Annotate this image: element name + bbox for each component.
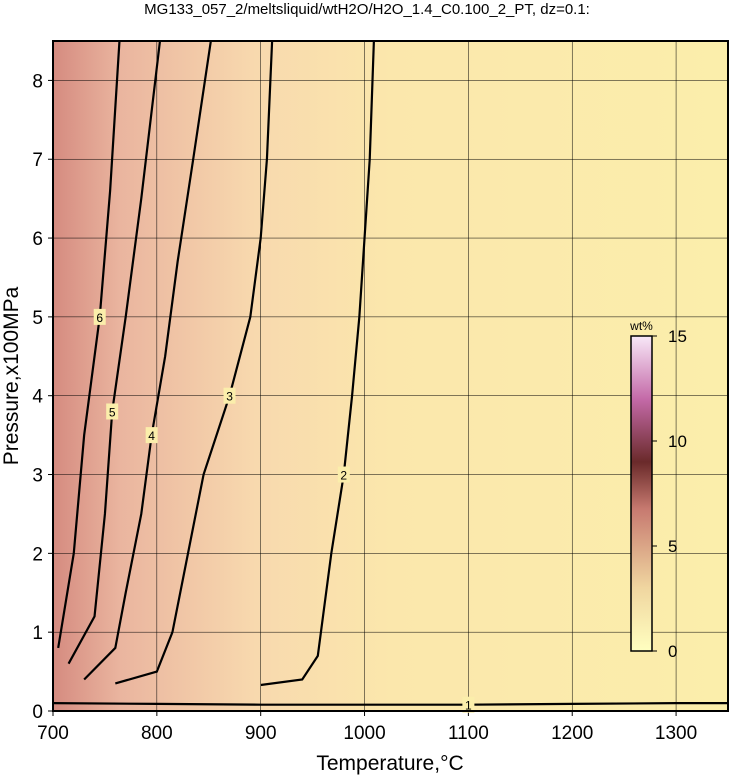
y-tick-label: 6	[32, 229, 43, 250]
x-tick-label: 800	[141, 723, 173, 744]
x-tick-label: 900	[245, 723, 277, 744]
x-tick-label: 700	[37, 723, 69, 744]
colorbar-tick-label: 15	[668, 327, 687, 346]
x-tick-label: 1300	[655, 723, 697, 744]
contour-line	[57, 40, 121, 649]
x-tick-label: 1100	[448, 723, 489, 744]
colorbar-label: wt%	[629, 319, 653, 333]
contour-label: 2	[340, 469, 347, 483]
y-tick-label: 0	[32, 702, 43, 723]
x-tick-label: 1000	[343, 723, 385, 744]
y-axis-label: Pressure,x100MPa	[0, 286, 23, 465]
contour-label: 5	[109, 405, 116, 419]
colorbar	[630, 335, 653, 652]
colorbar-tick-label: 0	[668, 642, 677, 661]
y-tick-label: 4	[32, 387, 43, 408]
contour-label: 4	[148, 429, 155, 443]
colorbar-tick-label: 10	[668, 432, 687, 451]
x-tick-label: 1200	[551, 723, 593, 744]
plot-frame	[52, 40, 729, 712]
y-tick-label: 1	[32, 623, 43, 644]
plot-background	[53, 41, 728, 711]
contour-label-bg	[223, 387, 236, 404]
colorbar-tick-label: 5	[668, 537, 677, 556]
y-tick-label: 5	[32, 308, 43, 329]
contour-label-bg	[106, 403, 119, 420]
y-tick-label: 8	[32, 71, 43, 92]
contour-label: 6	[96, 311, 103, 325]
contour-line	[52, 702, 728, 706]
chart-title: MG133_057_2/meltsliquid/wtH2O/H2O_1.4_C0…	[144, 1, 590, 18]
contour-label-bg	[93, 308, 106, 325]
contour-label-bg	[145, 427, 158, 444]
contour-label-bg	[462, 696, 475, 713]
contour-label-bg	[337, 466, 350, 483]
contour-label: 3	[226, 390, 233, 404]
contour-label: 1	[465, 699, 472, 713]
y-tick-label: 7	[32, 150, 43, 171]
y-tick-label: 3	[32, 466, 43, 487]
y-tick-label: 2	[32, 544, 43, 565]
contour-line	[115, 40, 274, 685]
x-axis-label: Temperature,°C	[316, 752, 463, 775]
